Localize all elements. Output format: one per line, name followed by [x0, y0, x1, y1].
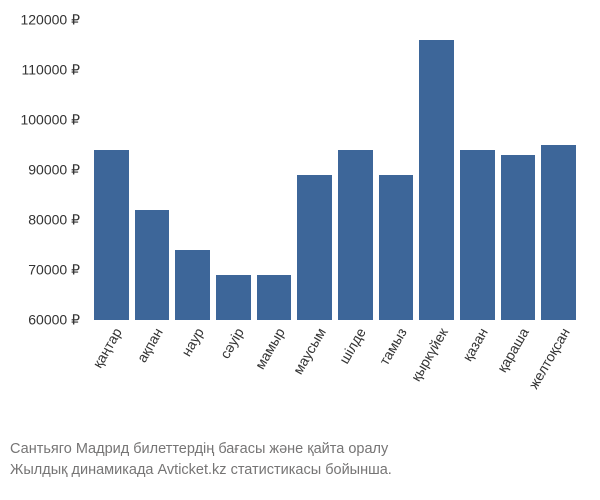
y-tick-label: 70000 ₽ — [28, 262, 80, 279]
y-tick-label: 90000 ₽ — [28, 162, 80, 179]
bar — [419, 40, 454, 320]
x-label-slot: шілде — [338, 325, 373, 445]
x-tick-label: маусым — [289, 325, 328, 377]
x-tick-label: тамыз — [376, 325, 410, 368]
bar — [175, 250, 210, 320]
y-axis: 60000 ₽70000 ₽80000 ₽90000 ₽100000 ₽1100… — [0, 20, 85, 320]
x-label-slot: наур — [175, 325, 210, 445]
bar — [460, 150, 495, 320]
x-label-slot: қаңтар — [94, 325, 129, 445]
y-tick-label: 80000 ₽ — [28, 212, 80, 229]
chart-caption: Сантьяго Мадрид билеттердің бағасы және … — [10, 439, 590, 480]
x-label-slot: ақпан — [135, 325, 170, 445]
x-tick-label: сәуір — [217, 325, 247, 361]
y-tick-label: 120000 ₽ — [20, 12, 80, 29]
y-tick-label: 110000 ₽ — [22, 62, 80, 79]
bar — [297, 175, 332, 320]
x-tick-label: ақпан — [133, 325, 165, 365]
caption-line-1: Сантьяго Мадрид билеттердің бағасы және … — [10, 439, 590, 459]
x-axis-labels: қаңтарақпаннаурсәуірмамырмаусымшілдетамы… — [90, 325, 580, 445]
y-tick-label: 100000 ₽ — [20, 112, 80, 129]
bar — [379, 175, 414, 320]
bar — [541, 145, 576, 320]
x-label-slot: қазан — [460, 325, 495, 445]
bar — [338, 150, 373, 320]
x-label-slot: желтоқсан — [541, 325, 576, 445]
x-tick-label: қазан — [460, 325, 492, 364]
bar — [94, 150, 129, 320]
x-tick-label: қараша — [494, 325, 532, 375]
bar — [135, 210, 170, 320]
x-tick-label: наур — [178, 325, 207, 359]
x-tick-label: шілде — [336, 325, 369, 366]
caption-line-2: Жылдық динамикада Avticket.kz статистика… — [10, 460, 590, 480]
x-tick-label: қыркүйек — [407, 325, 450, 384]
x-tick-label: мамыр — [252, 325, 288, 372]
bars-container — [90, 20, 580, 320]
bar-chart — [90, 20, 580, 320]
x-label-slot: маусым — [297, 325, 332, 445]
bar — [257, 275, 292, 320]
y-tick-label: 60000 ₽ — [28, 312, 80, 329]
x-tick-label: қаңтар — [90, 325, 126, 371]
bar — [501, 155, 536, 320]
x-label-slot: тамыз — [379, 325, 414, 445]
bar — [216, 275, 251, 320]
x-label-slot: сәуір — [216, 325, 251, 445]
x-label-slot: мамыр — [257, 325, 292, 445]
x-label-slot: қыркүйек — [419, 325, 454, 445]
